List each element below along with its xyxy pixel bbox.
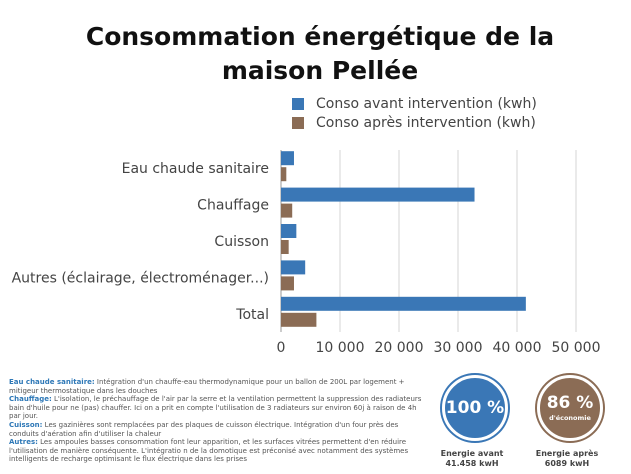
legend-item-after: Conso après intervention (kwh)	[292, 113, 537, 132]
bar-after	[281, 240, 289, 254]
y-category-label: Total	[235, 307, 269, 323]
x-tick-label: 20 000	[375, 340, 424, 356]
legend-label-before: Conso avant intervention (kwh)	[316, 95, 537, 112]
x-tick-label: 40 000	[493, 340, 542, 356]
chart-title: Consommation énergétique de la maison Pe…	[85, 22, 555, 85]
bar-before	[281, 187, 475, 202]
y-category-label: Chauffage	[197, 198, 269, 214]
legend-label-after: Conso après intervention (kwh)	[316, 114, 536, 131]
energy-before-caption: Energie avant 41.458 kwH	[440, 449, 504, 468]
energy-before-percent: 100 %	[445, 398, 505, 418]
bar-after	[281, 312, 317, 327]
x-tick-label: 10 000	[316, 340, 365, 356]
bar-after	[281, 203, 293, 218]
bar-before	[281, 296, 526, 311]
energy-before-badge: 100 %	[442, 375, 508, 441]
bar-before	[281, 224, 297, 238]
energy-after-caption: Energie après 6089 kwH	[535, 449, 599, 468]
energy-savings-percent: 86 %	[546, 393, 594, 413]
y-category-label: Autres (éclairage, électroménager...)	[12, 270, 269, 286]
note-autres: Autres: Les ampoules basses consommation…	[9, 438, 409, 464]
bar-after	[281, 167, 287, 182]
chart-legend: Conso avant intervention (kwh) Conso apr…	[292, 94, 537, 132]
energy-savings-label: d'économie	[549, 414, 591, 422]
x-tick-label: 50 000	[552, 340, 601, 356]
note-eau: Eau chaude sanitaire: Intégration d'un c…	[9, 378, 405, 395]
notes-block: Eau chaude sanitaire: Intégration d'un c…	[9, 378, 429, 464]
x-tick-label: 30 000	[434, 340, 483, 356]
y-category-label: Cuisson	[214, 234, 269, 250]
legend-swatch-after	[292, 116, 304, 129]
bar-chart: 0 10 000 20 000 30 000 40 000 50 000 Eau chaud…	[12, 150, 601, 356]
y-category-label: Eau chaude sanitaire	[122, 161, 269, 177]
bar-before	[281, 260, 306, 275]
bar-before	[281, 151, 294, 166]
bar-after	[281, 276, 294, 291]
legend-item-before: Conso avant intervention (kwh)	[292, 94, 537, 113]
x-tick-label: 0	[277, 340, 286, 356]
legend-swatch-before	[292, 97, 304, 110]
note-chauffage: Chauffage: L'isolation, le préchauffage …	[9, 395, 422, 421]
note-cuisson: Cuisson: Les gazinières sont remplacées …	[9, 420, 399, 438]
energy-savings-badge: 86 % d'économie	[537, 375, 603, 441]
